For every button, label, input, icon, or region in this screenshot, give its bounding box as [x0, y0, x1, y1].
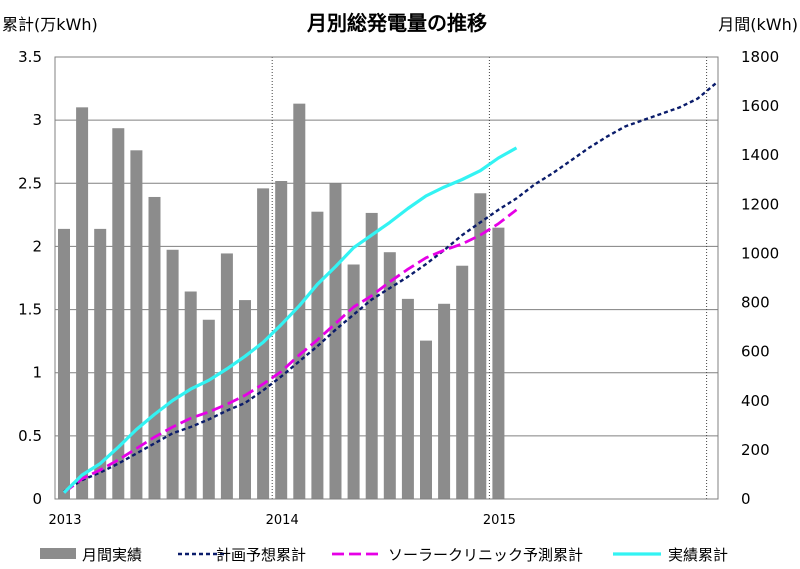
- chart-title: 月別総発電量の推移: [306, 11, 487, 35]
- bar: [275, 181, 288, 499]
- bar: [293, 103, 306, 500]
- y-tick-label-right: 1200: [741, 195, 779, 213]
- series-line: [63, 82, 717, 493]
- tick-labels: 0 0.5 1 1.5 2 2.5 3 3.5 0 200 400 600 800 1000 1200 140…: [18, 48, 779, 528]
- bar: [474, 193, 487, 500]
- y-tick-label-left: 1: [32, 364, 42, 382]
- x-tick-label: 2013: [48, 513, 81, 528]
- legend-item: 月間実績: [40, 546, 142, 564]
- legend-swatch: [40, 548, 76, 559]
- legend-label: ソーラークリニック予測累計: [388, 546, 583, 564]
- y-tick-label-left: 0: [32, 490, 42, 508]
- bar: [202, 319, 215, 499]
- bar: [365, 212, 378, 499]
- bar: [148, 196, 161, 499]
- bar: [239, 300, 251, 499]
- y-tick-label-left: 1.5: [18, 301, 42, 319]
- line-series: [62, 82, 717, 494]
- y-tick-label-right: 600: [741, 343, 770, 361]
- plot-frame: [54, 56, 719, 500]
- y-tick-label-right: 1600: [741, 97, 779, 115]
- legend-label: 実績累計: [668, 546, 728, 564]
- bar: [492, 227, 505, 499]
- y-tick-label-right: 0: [741, 490, 751, 508]
- bar: [58, 228, 70, 499]
- y-tick-label-left: 0.5: [18, 427, 42, 445]
- bar: [456, 265, 469, 499]
- y-tick-label-right: 1400: [741, 146, 779, 164]
- bar: [420, 340, 432, 499]
- legend-item: 計画予想累計: [178, 546, 306, 564]
- x-tick-label: 2015: [483, 513, 516, 528]
- series-line: [63, 208, 518, 494]
- y-tick-label-right: 400: [741, 392, 770, 410]
- legend-item: 実績累計: [613, 546, 728, 564]
- y-tick-label-right: 200: [741, 441, 770, 459]
- x-tick-label: 2014: [266, 513, 299, 528]
- bar: [112, 128, 125, 499]
- bar: [76, 107, 89, 499]
- bar: [184, 291, 197, 499]
- series-line: [62, 146, 518, 494]
- bar: [438, 303, 451, 499]
- bar: [401, 298, 414, 499]
- y-tick-label-right: 1000: [741, 244, 779, 262]
- y-tick-label-right: 1800: [741, 48, 779, 66]
- bar: [166, 249, 179, 499]
- bar: [347, 264, 360, 499]
- legend-item: ソーラークリニック予測累計: [332, 546, 583, 564]
- bar: [329, 183, 342, 499]
- bar: [311, 211, 324, 499]
- bar: [130, 150, 143, 500]
- legend-label: 月間実績: [82, 546, 142, 564]
- y-tick-label-left: 2.5: [18, 174, 42, 192]
- bar: [220, 253, 233, 499]
- y-tick-label-right: 800: [741, 294, 770, 312]
- y-tick-label-left: 3.5: [18, 48, 42, 66]
- y-tick-label-left: 2: [32, 237, 42, 255]
- y-axis-label-left: 累計(万kWh): [2, 15, 98, 34]
- legend: 月間実績 計画予想累計 ソーラークリニック予測累計 実績累計: [40, 546, 728, 564]
- y-axis-label-right: 月間(kWh): [718, 15, 798, 34]
- legend-label: 計画予想累計: [216, 546, 306, 564]
- y-tick-label-left: 3: [32, 111, 42, 129]
- bar: [94, 228, 107, 499]
- bar: [383, 252, 396, 499]
